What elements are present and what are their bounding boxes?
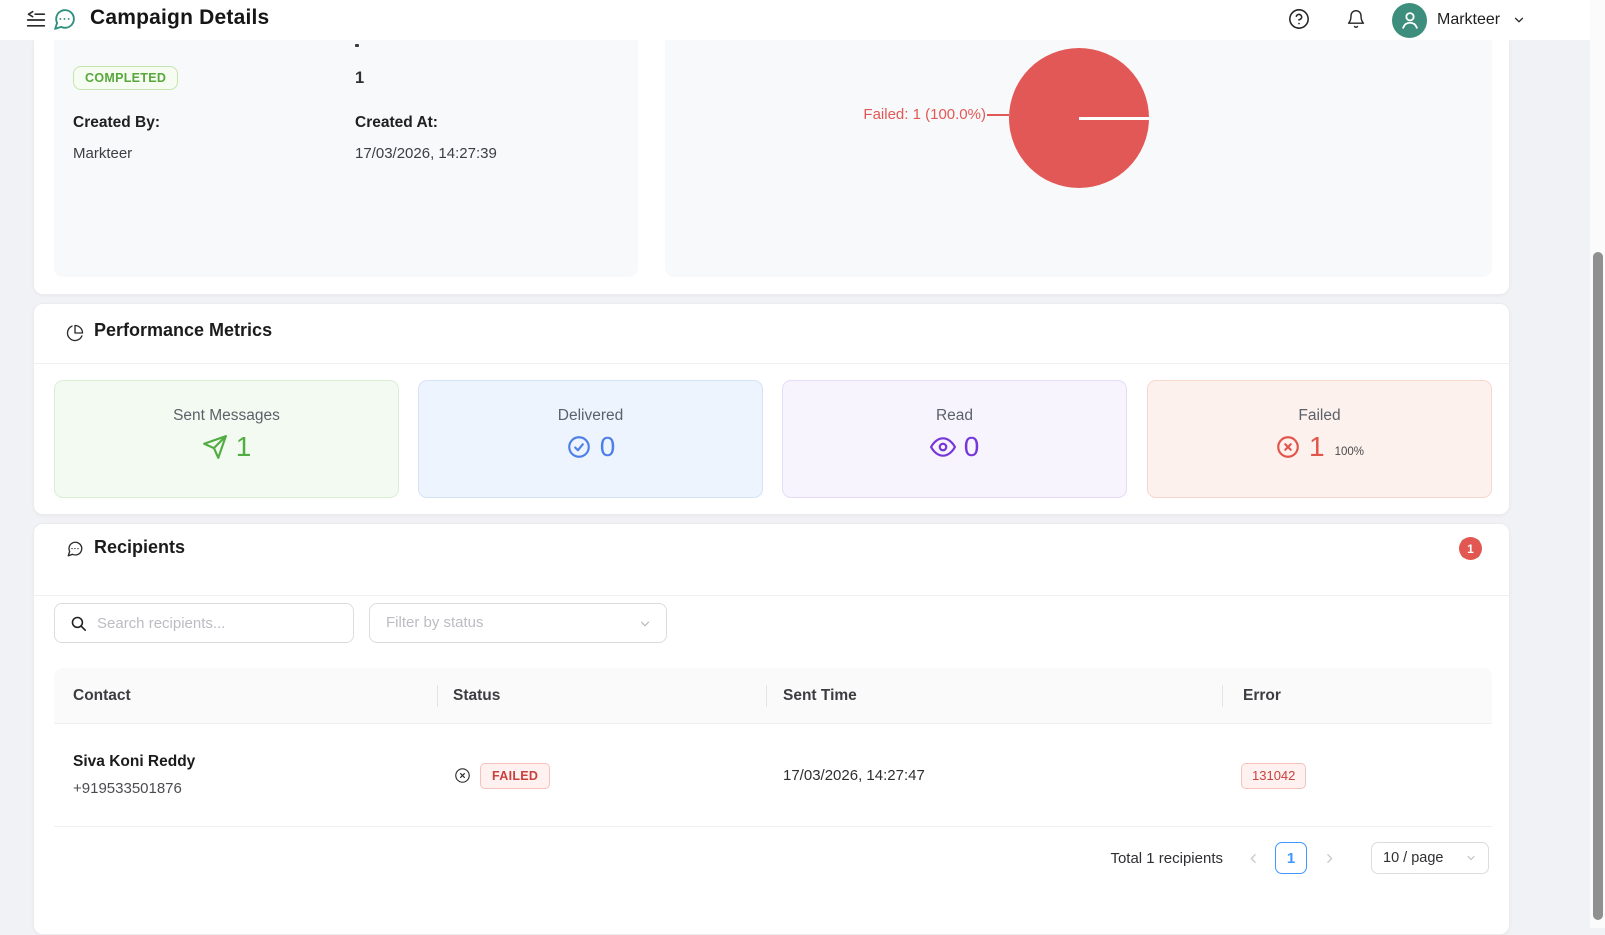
scrollbar-thumb[interactable] (1593, 252, 1603, 920)
chevron-down-icon (1512, 13, 1526, 27)
recipient-phone: +919533501876 (73, 780, 182, 797)
page-number-button[interactable]: 1 (1275, 842, 1307, 874)
filter-placeholder: Filter by status (386, 614, 484, 631)
column-header-status: Status (453, 687, 501, 704)
eye-icon (929, 434, 956, 460)
status-pie-panel: Failed: 1 (100.0%) (665, 40, 1492, 277)
performance-metrics-card: Performance Metrics Sent Messages 1 Deli… (33, 303, 1510, 515)
metric-value: 1 (1309, 431, 1325, 462)
pie-slice-boundary (1079, 117, 1149, 120)
user-name: Markteer (1437, 11, 1501, 28)
column-header-sent-time: Sent Time (783, 687, 857, 704)
created-by-value: Markteer (73, 145, 133, 162)
chevron-down-icon (638, 617, 652, 631)
section-title-performance: Performance Metrics (94, 320, 273, 340)
campaign-count-value: 1 (355, 69, 365, 87)
metric-label: Sent Messages (173, 407, 280, 424)
next-page-button[interactable] (1315, 842, 1343, 874)
metric-card-failed: Failed 1 100% (1147, 380, 1492, 498)
metric-label: Failed (1298, 407, 1341, 424)
metric-card-delivered: Delivered 0 (418, 380, 763, 498)
page-size-select[interactable]: 10 / page (1371, 842, 1489, 874)
page-size-label: 10 / page (1383, 850, 1444, 866)
search-icon (70, 615, 87, 632)
metric-card-read: Read 0 (782, 380, 1127, 498)
x-circle-icon (454, 767, 471, 784)
column-divider (1222, 685, 1223, 707)
metric-value: 0 (963, 431, 980, 462)
section-title-recipients: Recipients (94, 537, 186, 557)
metric-card-sent: Sent Messages 1 (54, 380, 399, 498)
metric-value: 0 (599, 431, 616, 462)
metric-suffix: 100% (1334, 446, 1364, 458)
recipients-table: Contact Status Sent Time Error Siva Koni… (54, 668, 1492, 827)
recipients-count-badge: 1 (1459, 537, 1482, 560)
column-header-contact: Contact (73, 687, 131, 704)
metric-label: Read (935, 407, 974, 424)
column-divider (437, 685, 438, 707)
created-at-value: 17/03/2026, 14:27:39 (355, 145, 497, 162)
divider (34, 595, 1509, 596)
status-badge: COMPLETED (73, 66, 179, 90)
created-at-label: Created At: (355, 114, 438, 131)
top-header: Campaign Details Markteer (0, 0, 1605, 40)
app-chat-bubble-icon (52, 7, 77, 32)
avatar (1392, 2, 1427, 38)
campaign-info-panel: COMPLETED 1 Created By: Markteer Created… (54, 40, 638, 277)
pie-slice-label: Failed: 1 (100.0%) (863, 106, 986, 123)
metric-value: 1 (235, 431, 252, 462)
status-filter-select[interactable]: Filter by status (369, 603, 667, 643)
metric-label: Delivered (557, 407, 624, 424)
menu-fold-icon[interactable] (26, 10, 46, 30)
recipients-card: Recipients 1 Filter by status Contact St… (33, 523, 1510, 935)
table-row: Siva Koni Reddy +919533501876 FAILED 17/… (54, 724, 1492, 827)
pagination-bar: Total 1 recipients 1 10 / page (1110, 828, 1489, 888)
column-header-error: Error (1243, 687, 1281, 704)
check-circle-icon (566, 434, 592, 460)
campaign-overview-card: COMPLETED 1 Created By: Markteer Created… (33, 40, 1510, 295)
notifications-bell-icon[interactable] (1346, 9, 1366, 29)
pie-chart-icon (66, 324, 84, 342)
page-title: Campaign Details (90, 6, 270, 29)
search-input[interactable] (97, 604, 347, 642)
prev-page-button[interactable] (1239, 842, 1267, 874)
search-recipients-box (54, 603, 354, 643)
scrollbar-track (1590, 0, 1605, 928)
status-badge-failed: FAILED (480, 763, 551, 789)
error-code-badge: 131042 (1241, 763, 1307, 789)
column-divider (766, 685, 767, 707)
send-icon (202, 434, 228, 460)
chat-bubble-icon (66, 540, 84, 558)
help-icon[interactable] (1288, 8, 1310, 30)
recipient-name: Siva Koni Reddy (73, 753, 196, 770)
user-menu[interactable]: Markteer (1392, 2, 1526, 38)
pagination-total: Total 1 recipients (1110, 849, 1223, 867)
created-by-label: Created By: (73, 114, 160, 131)
pie-leader-line (987, 114, 1009, 116)
x-circle-icon (1275, 434, 1301, 460)
divider (34, 363, 1509, 364)
table-header-row: Contact Status Sent Time Error (54, 668, 1492, 724)
clipped-label-fragment (355, 44, 359, 47)
sent-time-value: 17/03/2026, 14:27:47 (783, 767, 925, 784)
